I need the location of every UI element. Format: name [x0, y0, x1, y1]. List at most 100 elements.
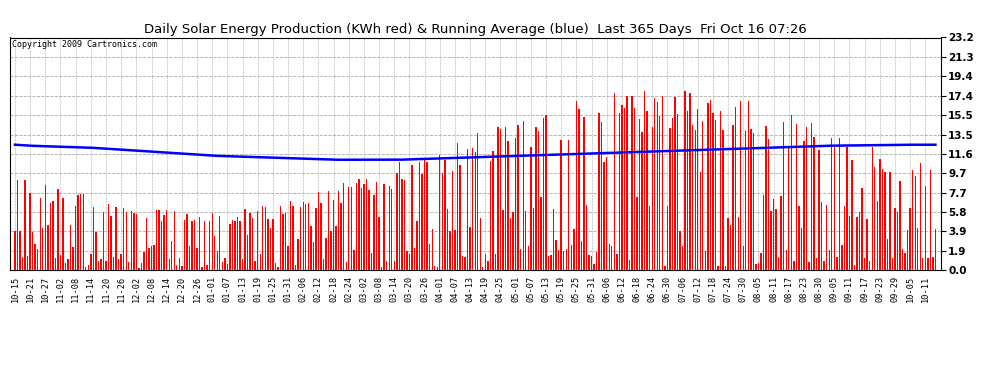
- Bar: [796, 124, 797, 270]
- Bar: [821, 202, 823, 270]
- Bar: [712, 113, 714, 270]
- Bar: [508, 141, 509, 270]
- Bar: [110, 216, 112, 270]
- Bar: [360, 188, 362, 270]
- Bar: [300, 207, 301, 270]
- Bar: [869, 261, 870, 270]
- Bar: [839, 138, 841, 270]
- Bar: [819, 150, 820, 270]
- Bar: [118, 259, 120, 270]
- Bar: [642, 132, 643, 270]
- Bar: [194, 220, 195, 270]
- Bar: [702, 121, 704, 270]
- Bar: [437, 267, 438, 270]
- Bar: [843, 206, 845, 270]
- Bar: [530, 147, 532, 270]
- Bar: [485, 255, 486, 270]
- Bar: [920, 163, 921, 270]
- Bar: [456, 143, 458, 270]
- Bar: [45, 185, 46, 270]
- Bar: [64, 263, 66, 270]
- Bar: [417, 221, 418, 270]
- Bar: [639, 119, 641, 270]
- Bar: [292, 206, 294, 270]
- Bar: [331, 231, 332, 270]
- Bar: [318, 192, 319, 270]
- Bar: [492, 150, 494, 270]
- Bar: [502, 210, 504, 270]
- Bar: [341, 203, 342, 270]
- Bar: [22, 257, 23, 270]
- Bar: [720, 111, 721, 270]
- Bar: [230, 224, 231, 270]
- Bar: [171, 241, 172, 270]
- Bar: [915, 176, 916, 270]
- Bar: [742, 246, 743, 270]
- Bar: [899, 181, 901, 270]
- Bar: [17, 180, 18, 270]
- Bar: [687, 111, 688, 270]
- Bar: [837, 257, 838, 270]
- Bar: [305, 204, 307, 270]
- Bar: [303, 202, 304, 270]
- Bar: [199, 217, 200, 270]
- Bar: [139, 268, 140, 270]
- Bar: [856, 217, 857, 270]
- Bar: [533, 208, 534, 270]
- Bar: [144, 252, 145, 270]
- Bar: [513, 211, 514, 270]
- Bar: [348, 187, 349, 270]
- Bar: [609, 244, 610, 270]
- Bar: [464, 257, 465, 270]
- Bar: [257, 211, 258, 270]
- Bar: [62, 198, 63, 270]
- Bar: [629, 260, 631, 270]
- Bar: [201, 267, 203, 270]
- Bar: [459, 165, 460, 270]
- Bar: [269, 228, 271, 270]
- Bar: [368, 190, 369, 270]
- Bar: [541, 197, 542, 270]
- Bar: [247, 235, 248, 270]
- Bar: [320, 202, 322, 270]
- Bar: [578, 109, 579, 270]
- Bar: [353, 250, 354, 270]
- Bar: [902, 249, 903, 270]
- Bar: [267, 219, 268, 270]
- Bar: [409, 254, 410, 270]
- Bar: [518, 125, 519, 270]
- Bar: [768, 140, 769, 270]
- Bar: [611, 246, 613, 270]
- Bar: [773, 199, 774, 270]
- Bar: [616, 254, 618, 270]
- Bar: [598, 113, 600, 270]
- Bar: [482, 267, 483, 270]
- Bar: [365, 180, 367, 270]
- Bar: [889, 172, 891, 270]
- Bar: [601, 122, 602, 270]
- Bar: [121, 254, 122, 270]
- Bar: [272, 219, 273, 270]
- Bar: [386, 261, 387, 270]
- Bar: [935, 229, 937, 270]
- Bar: [497, 127, 499, 270]
- Bar: [131, 211, 132, 270]
- Bar: [728, 218, 729, 270]
- Bar: [275, 263, 276, 270]
- Bar: [672, 118, 673, 270]
- Bar: [682, 246, 683, 270]
- Bar: [664, 266, 665, 270]
- Bar: [700, 172, 701, 270]
- Bar: [543, 117, 545, 270]
- Bar: [859, 212, 860, 270]
- Bar: [446, 209, 448, 270]
- Bar: [565, 249, 567, 270]
- Bar: [550, 255, 551, 270]
- Bar: [163, 215, 165, 270]
- Bar: [277, 267, 278, 270]
- Bar: [666, 206, 668, 270]
- Bar: [495, 254, 496, 270]
- Bar: [785, 250, 787, 270]
- Bar: [864, 258, 865, 270]
- Bar: [80, 194, 81, 270]
